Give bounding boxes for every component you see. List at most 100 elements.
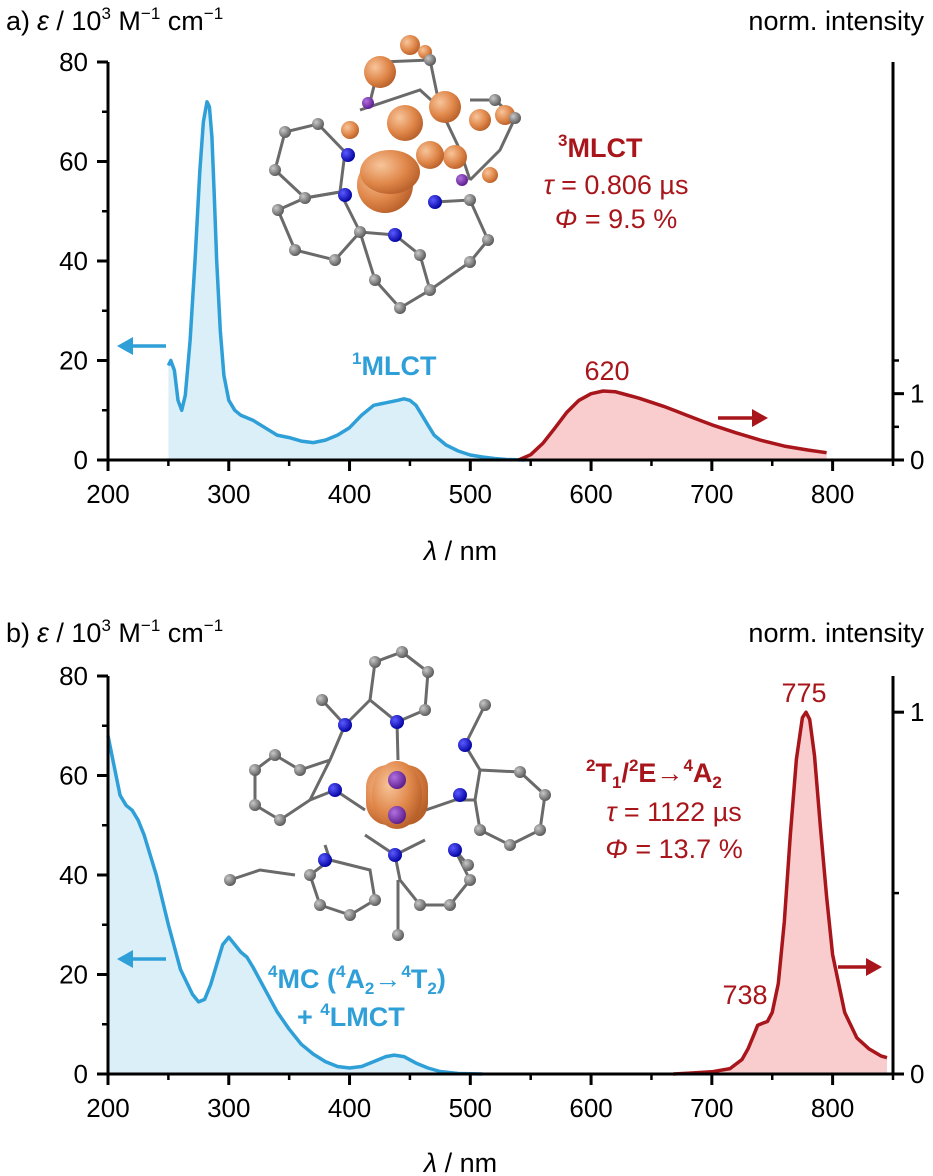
panel-a-xlabel-unit: / nm (437, 536, 497, 566)
panel-a-xlabel-symbol: λ (422, 536, 437, 566)
panel-b-label: b) (6, 618, 30, 648)
panel-b-ylabel-exp: 3 (101, 616, 110, 635)
panel-b-phi-value: = 13.7 % (628, 834, 743, 864)
panel-a-3mlct-sup: 3 (558, 131, 567, 150)
panel-a-absorption-line (166, 100, 525, 462)
panel-b-x-tick-label: 700 (690, 1093, 733, 1123)
panel-a-ylabel-left: a) ε / 103 M−1 cm−1 (6, 4, 223, 36)
panel-b-xlabel: λ / nm (422, 1148, 497, 1176)
panel-b-mc-arrow: → (374, 964, 401, 994)
panel-b-y-left-tick-label: 40 (59, 860, 88, 890)
panel-a-xlabel: λ / nm (422, 536, 497, 566)
panel-b-term-sup1: 2 (586, 756, 595, 775)
panel-b-term-label: 2T1/2E→4A2 (586, 756, 722, 792)
panel-a-1mlct-text: MLCT (361, 351, 436, 381)
panel-a-x-tick-label: 600 (569, 479, 612, 509)
panel-b-x-tick-label: 500 (449, 1093, 492, 1123)
panel-b-term-t-sub: 1 (612, 773, 621, 792)
panel-a-x-tick-label: 800 (811, 479, 854, 509)
panel-b-mc-sup2: 4 (336, 962, 346, 981)
panel-a-x-tick-label: 400 (328, 479, 371, 509)
panel-b-lmct-text: LMCT (330, 1002, 405, 1032)
panel-b-ylabel-symbol: ε (37, 618, 50, 648)
panel-b-xlabel-symbol: λ (422, 1148, 437, 1176)
panel-a-ylabel-symbol: ε (37, 6, 50, 36)
panel-b-xlabel-unit: / nm (437, 1148, 497, 1176)
panel-a-1mlct-sup: 1 (352, 349, 361, 368)
panel-a-ylabel-unit-c: cm (160, 6, 204, 36)
panel-b-ylabel-unit-b: M (111, 618, 141, 648)
panel-a-y-left-tick-label: 0 (74, 445, 88, 475)
panel-b-mc-t-sub: 2 (427, 979, 436, 998)
panel-a-1mlct-label: 1MLCT (352, 349, 437, 381)
panel-b-term-t: T (595, 758, 612, 788)
panel-b-x-tick-label: 800 (811, 1093, 854, 1123)
panel-a-absorption-fill (168, 101, 525, 461)
panel-a-ylabel-unit-a: / 10 (49, 6, 102, 36)
panel-a-x-tick-label: 700 (690, 479, 733, 509)
panel-b-term-a-sub: 2 (712, 773, 721, 792)
panel-b-mc-sup1: 4 (268, 962, 278, 981)
panel-b-mc-close: ) (437, 964, 446, 994)
panel-b-phi: Φ = 13.7 % (605, 834, 742, 864)
panel-a-peak-620: 620 (584, 356, 629, 386)
panel-b-ylabel-unit-a: / 10 (49, 618, 102, 648)
panel-a-molecule-illustration (269, 35, 521, 314)
panel-b-ylabel-exp2: −1 (141, 616, 160, 635)
panel-b-term-sup2: 2 (629, 756, 638, 775)
panel-a-emission-fill (518, 391, 827, 460)
panel-b: b) ε / 103 M−1 cm−1 norm. intensity (6, 616, 924, 1176)
panel-a-y-right-tick-label: 1 (910, 379, 924, 409)
panel-b-term-e: E→ (638, 758, 683, 788)
panel-a-ylabel-exp: 3 (101, 4, 110, 23)
panel-a-phi: Φ = 9.5 % (555, 204, 677, 234)
panel-a-ylabel-unit-b: M (111, 6, 141, 36)
panel-a-3mlct-text: MLCT (567, 133, 642, 163)
panel-b-absorption-fill (108, 735, 483, 1074)
panel-b-absorption-line (106, 735, 483, 1076)
panel-a-right-arrow-icon (718, 409, 768, 427)
panel-b-x-tick-label: 400 (328, 1093, 371, 1123)
panel-b-mc-sup3: 4 (401, 962, 411, 981)
panel-a-tau-value: = 0.806 µs (554, 170, 689, 200)
panel-b-x-tick-label: 200 (86, 1093, 129, 1123)
panel-a-3mlct-label: 3MLCT (558, 131, 643, 163)
panel-b-right-arrow-icon (838, 958, 882, 976)
panel-b-emission-fill (673, 712, 887, 1074)
panel-a-y-left-tick-label: 20 (59, 346, 88, 376)
panel-b-y-left-tick-label: 60 (59, 761, 88, 791)
panel-b-left-arrow-icon (117, 950, 166, 968)
panel-b-tau-symbol: τ (606, 797, 618, 827)
panel-a-x-tick-label: 200 (86, 479, 129, 509)
panel-a-label: a) (6, 6, 30, 36)
panel-b-4mc-label: 4MC (4A2→4T2) (268, 962, 446, 998)
panel-b-x-tick-label: 600 (569, 1093, 612, 1123)
panel-b-ylabel-left: b) ε / 103 M−1 cm−1 (6, 616, 223, 648)
panel-b-phi-symbol: Φ (605, 834, 628, 864)
panel-a-left-arrow-icon (117, 337, 166, 355)
panel-a-y-left-tick-label: 60 (59, 147, 88, 177)
panel-b-peak-738: 738 (722, 980, 767, 1010)
panel-b-lmct-sup: 4 (320, 1000, 330, 1019)
panel-b-tau-value: = 1122 µs (616, 797, 741, 827)
panel-b-emission-line (673, 710, 888, 1076)
panel-b-y-right-tick-label: 0 (910, 1059, 924, 1089)
panel-b-x-tick-label: 300 (207, 1093, 250, 1123)
panel-a-x-tick-label: 500 (449, 479, 492, 509)
panel-b-mc-a-sub: 2 (365, 979, 374, 998)
panel-b-4lmct-label: + 4LMCT (297, 1000, 405, 1032)
panel-a-phi-value: = 9.5 % (577, 204, 677, 234)
panel-b-mc-t: T (411, 964, 428, 994)
panel-a-tau: τ = 0.806 µs (543, 170, 688, 200)
panel-a-phi-symbol: Φ (555, 204, 578, 234)
panel-b-term-slash: / (621, 758, 629, 788)
panel-b-y-left-tick-label: 80 (59, 661, 88, 691)
panel-a-y-left-tick-label: 80 (59, 47, 88, 77)
panel-b-peak-775: 775 (781, 678, 826, 708)
panel-a-emission-line (517, 389, 827, 462)
panel-a-ylabel-exp3: −1 (204, 4, 223, 23)
panel-b-term-a: A (693, 758, 713, 788)
